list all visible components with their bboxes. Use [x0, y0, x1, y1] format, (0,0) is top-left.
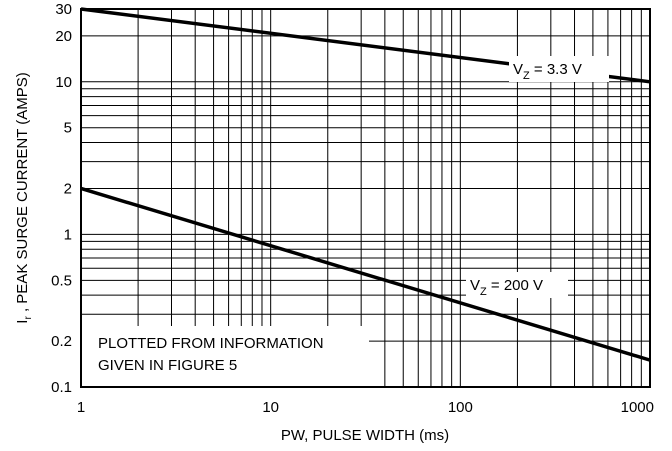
y-axis-title: Ir , PEAK SURGE CURRENT (AMPS)	[14, 72, 34, 323]
series-label-bg	[466, 272, 568, 298]
grid-lines	[81, 8, 650, 387]
annotation-line-2: GIVEN IN FIGURE 5	[98, 357, 237, 374]
series-label-rest: = 3.3 V	[530, 61, 582, 78]
y-tick-label: 0.1	[51, 379, 72, 396]
y-tick-label: 0.5	[51, 272, 72, 289]
y-tick-label: 2	[64, 180, 72, 197]
series-label-bg	[509, 56, 609, 82]
y-tick-labels: 30 20 10 5 2 1 0.5 0.2 0.1	[51, 1, 72, 396]
x-tick-label: 100	[448, 399, 473, 416]
y-tick-label: 5	[64, 120, 72, 137]
y-axis-title-rest: , PEAK SURGE CURRENT (AMPS)	[14, 72, 31, 316]
series-label-1: VZ = 3.3 V	[513, 61, 582, 82]
y-tick-label: 0.2	[51, 333, 72, 350]
series-label-main: V	[513, 61, 523, 78]
series-line-2	[80, 186, 651, 362]
y-tick-label: 10	[55, 74, 72, 91]
x-axis-title: PW, PULSE WIDTH (ms)	[281, 427, 449, 444]
y-tick-label: 1	[64, 226, 72, 243]
x-tick-label: 1000	[621, 399, 654, 416]
series-label-sub: Z	[523, 70, 530, 82]
y-tick-label: 30	[55, 1, 72, 18]
y-axis-title-sub: r	[23, 316, 34, 320]
x-tick-label: 1	[77, 399, 85, 416]
series-label-main: V	[470, 277, 480, 294]
series-labels: VZ = 3.3 VVZ = 200 V	[466, 56, 609, 298]
series-label-2: VZ = 200 V	[470, 277, 543, 298]
x-tick-label: 10	[262, 399, 279, 416]
annotation-box	[81, 326, 369, 386]
plot-frame	[80, 8, 651, 388]
series-label-rest: = 200 V	[487, 277, 543, 294]
x-tick-labels: 1 10 100 1000	[77, 399, 654, 416]
annotation-line-1: PLOTTED FROM INFORMATION	[98, 335, 324, 352]
series-label-sub: Z	[480, 286, 487, 298]
y-tick-label: 20	[55, 28, 72, 45]
y-axis-title-main: I	[14, 320, 31, 324]
